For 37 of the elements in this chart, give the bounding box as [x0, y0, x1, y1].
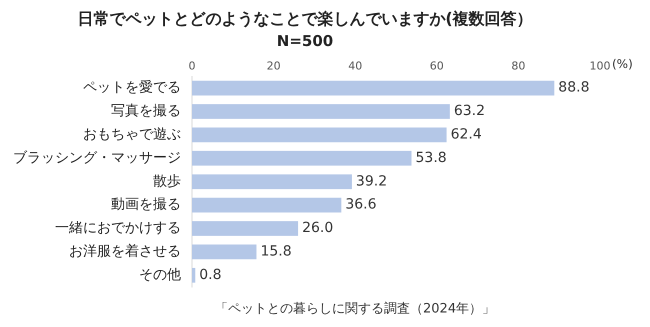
x-tick-label: 80	[511, 60, 526, 73]
chart-title: 日常でペットとどのようなことで楽しんでいますか(複数回答）	[77, 8, 533, 28]
data-label: 63.2	[454, 103, 486, 120]
bar	[192, 268, 196, 283]
bar	[192, 150, 412, 166]
data-label: 26.0	[302, 220, 334, 236]
data-label: 88.8	[558, 80, 590, 96]
bar	[192, 198, 342, 212]
bar	[192, 221, 298, 236]
chart-subtitle: N=500	[276, 32, 334, 50]
x-tick-label: 60	[430, 60, 444, 73]
data-label: 15.8	[260, 244, 292, 260]
bar	[192, 244, 256, 260]
x-axis-title: (%)	[612, 56, 633, 71]
y-tick-label: 散歩	[153, 173, 181, 190]
x-tick-label: 40	[348, 60, 362, 73]
y-tick-label: ブラッシング・マッサージ	[13, 150, 181, 166]
data-label: 36.6	[345, 196, 377, 213]
y-tick-label: 動画を撮る	[111, 196, 181, 213]
y-tick-label: ペットを愛でる	[83, 80, 181, 96]
data-label: 39.2	[356, 173, 388, 190]
x-tick-label: 100	[590, 60, 610, 73]
bar	[192, 174, 352, 190]
bar	[192, 104, 450, 119]
y-tick-label: 一緒におでかけする	[55, 220, 181, 236]
y-tick-label: その他	[139, 266, 181, 283]
y-tick-label: おもちゃで遊ぶ	[83, 126, 181, 143]
y-tick-label: お洋服を着させる	[69, 244, 181, 260]
bar	[192, 128, 447, 142]
x-tick-label: 0	[188, 60, 196, 73]
data-label: 62.4	[450, 126, 482, 143]
data-label: 53.8	[416, 150, 447, 166]
text: 「ペットとの暮らしに関する調査（2024年）」	[215, 301, 496, 316]
bar	[192, 80, 554, 96]
x-tick-label: 20	[266, 60, 281, 73]
data-label: 0.8	[199, 266, 222, 283]
y-tick-label: 写真を撮る	[111, 103, 181, 120]
